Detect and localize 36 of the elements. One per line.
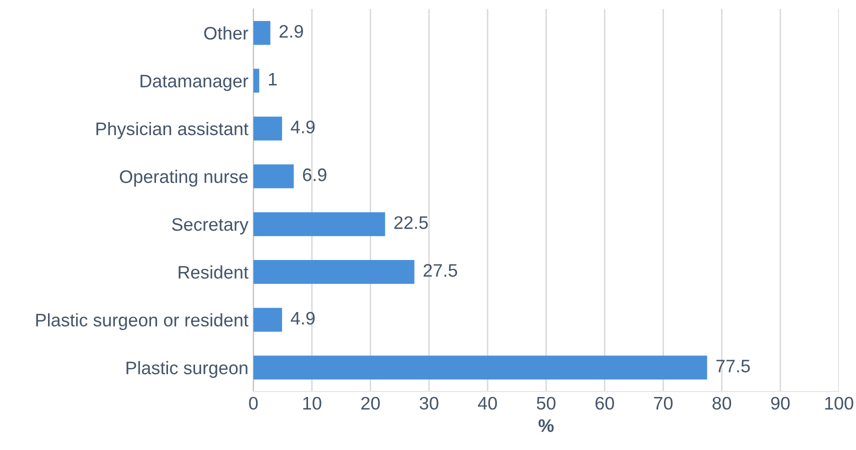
data-label: 27.5	[424, 264, 458, 277]
x-tick-label: 60	[596, 396, 614, 410]
data-label: 2.9	[280, 24, 303, 38]
x-tick-label: 20	[361, 396, 380, 410]
x-tick-label: 50	[536, 396, 556, 410]
bar	[253, 68, 260, 93]
data-label: 77.5	[716, 360, 750, 372]
data-label: 1	[268, 72, 277, 86]
y-tick-label: Operating nurse	[120, 170, 248, 187]
y-tick-label: Other	[204, 26, 248, 40]
bar	[253, 212, 386, 236]
x-tick-label: 10	[303, 396, 322, 410]
x-tick-label: 40	[478, 396, 497, 410]
x-tick-label: 30	[420, 396, 438, 410]
data-label: 22.5	[394, 216, 428, 230]
x-tick-label: 100	[825, 396, 854, 410]
data-label: 6.9	[303, 168, 326, 182]
bar	[253, 116, 282, 140]
x-tick-label: 70	[654, 396, 673, 410]
bar	[253, 308, 282, 332]
y-tick-label: Resident	[178, 265, 248, 279]
x-tick-label: 0	[249, 396, 258, 410]
bar	[253, 260, 414, 284]
y-tick-label: Plastic surgeon or resident	[36, 313, 248, 330]
y-tick-label: Datamanager	[140, 74, 248, 92]
bar	[253, 20, 270, 45]
data-label: 4.9	[290, 120, 315, 134]
x-tick-label: 90	[771, 396, 790, 410]
y-tick-label: Physician assistant	[96, 122, 248, 139]
x-tick-label: 80	[712, 396, 732, 410]
bar	[253, 356, 708, 380]
data-label: 4.9	[290, 312, 315, 325]
x-axis-title: %	[538, 419, 554, 432]
y-tick-label: Plastic surgeon	[126, 361, 248, 378]
bar	[253, 164, 294, 188]
y-tick-label: Secretary	[172, 218, 248, 234]
